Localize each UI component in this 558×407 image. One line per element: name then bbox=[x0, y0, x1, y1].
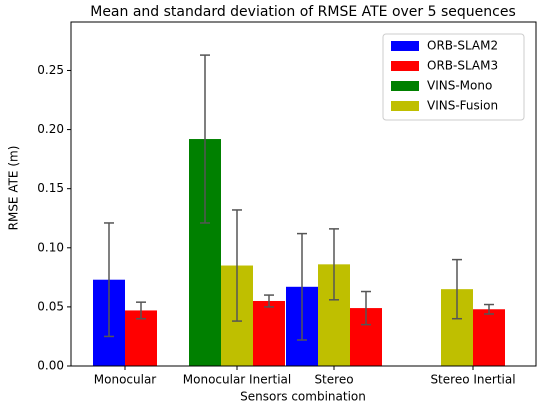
y-tick-label: 0.05 bbox=[37, 299, 64, 313]
legend-label: VINS-Fusion bbox=[427, 99, 498, 113]
x-axis-label: Sensors combination bbox=[240, 390, 366, 404]
legend-swatch bbox=[391, 61, 419, 71]
legend-swatch bbox=[391, 101, 419, 111]
y-tick-label: 0.20 bbox=[37, 122, 64, 136]
legend-label: VINS-Mono bbox=[427, 79, 492, 93]
x-tick-label: Monocular bbox=[94, 373, 157, 387]
bar bbox=[253, 300, 285, 366]
y-tick-label: 0.25 bbox=[37, 63, 64, 77]
bar bbox=[473, 309, 505, 366]
legend-label: ORB-SLAM3 bbox=[427, 59, 498, 73]
legend-swatch bbox=[391, 41, 419, 51]
bar bbox=[125, 310, 157, 366]
legend-swatch bbox=[391, 81, 419, 91]
y-axis-label: RMSE ATE (m) bbox=[7, 146, 21, 231]
plot-frame bbox=[70, 21, 537, 367]
legend-box bbox=[382, 33, 525, 121]
y-tick-label: 0.10 bbox=[37, 240, 64, 254]
chart-title: Mean and standard deviation of RMSE ATE … bbox=[90, 4, 516, 20]
legend-label: ORB-SLAM2 bbox=[427, 39, 498, 53]
y-tick-label: 0.00 bbox=[37, 359, 64, 373]
x-tick-label: Stereo Inertial bbox=[430, 373, 515, 387]
x-tick-label: Stereo bbox=[314, 373, 353, 387]
x-tick-label: Monocular Inertial bbox=[183, 373, 291, 387]
y-tick-label: 0.15 bbox=[37, 181, 64, 195]
